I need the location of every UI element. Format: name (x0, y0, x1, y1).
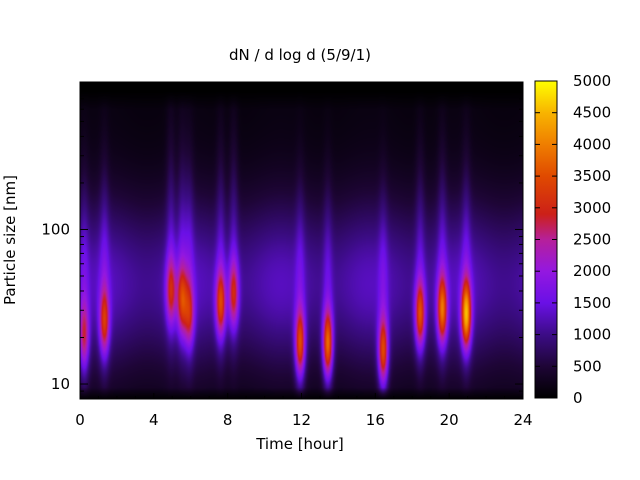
x-tick-label: 4 (149, 411, 159, 429)
chart-title: dN / d log d (5/9/1) (229, 46, 371, 64)
x-tick-label: 16 (366, 411, 385, 429)
colorbar-tick-label: 5000 (573, 72, 611, 90)
y-tick-label: 100 (41, 220, 70, 238)
y-axis-label: Particle size [nm] (1, 175, 19, 305)
x-tick-label: 20 (440, 411, 459, 429)
x-axis: 0 4 8 12 16 20 24 (75, 82, 533, 429)
y-tick-label: 10 (51, 375, 70, 393)
colorbar-tick-label: 2500 (573, 231, 611, 249)
y-axis: 10 100 (41, 81, 523, 400)
x-tick-label: 24 (513, 411, 532, 429)
colorbar-tick-label: 4000 (573, 135, 611, 153)
colorbar-tick-label: 4500 (573, 104, 611, 122)
colorbar-axis: 0 500 1000 1500 2000 2500 3000 3500 4000 4500 5000 (535, 72, 611, 407)
colorbar-tick-label: 1000 (573, 326, 611, 344)
x-tick-label: 8 (223, 411, 233, 429)
colorbar-tick-label: 1500 (573, 294, 611, 312)
colorbar-tick-label: 3500 (573, 167, 611, 185)
x-tick-label: 0 (75, 411, 85, 429)
colorbar-tick-label: 2000 (573, 262, 611, 280)
colorbar-tick-label: 3000 (573, 199, 611, 217)
heatmap-canvas (80, 82, 523, 399)
x-axis-label: Time [hour] (255, 435, 344, 453)
x-tick-label: 12 (292, 411, 311, 429)
colorbar-tick-label: 0 (573, 389, 583, 407)
heatmap-image (80, 82, 523, 399)
colorbar-tick-label: 500 (573, 357, 602, 375)
